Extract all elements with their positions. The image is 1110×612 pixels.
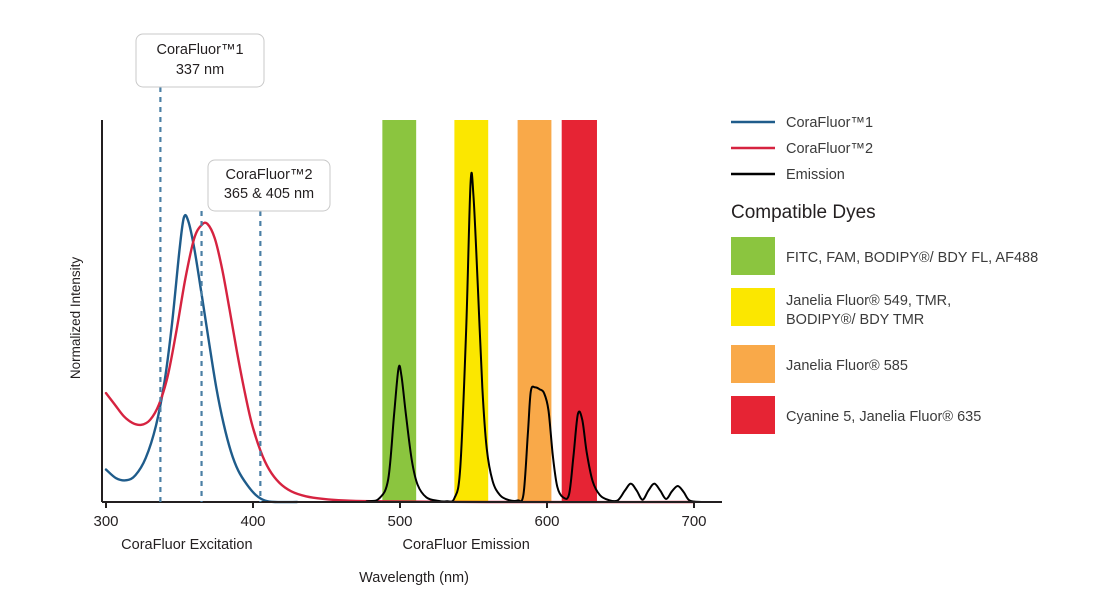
dye-swatch-0 [731, 237, 775, 275]
dye-swatch-1 [731, 288, 775, 326]
dye-swatch-2 [731, 345, 775, 383]
corafluor2-callout-line1: CoraFluor™2 [225, 167, 312, 183]
y-axis-title: Normalized Intensity [68, 257, 83, 380]
compatible-dyes-heading: Compatible Dyes [731, 202, 876, 223]
spectra-curves [104, 171, 703, 504]
x-tick-label-400: 400 [240, 513, 265, 530]
emission-filter-bands [382, 120, 597, 502]
corafluor1-callout-line2: 337 nm [176, 62, 224, 78]
dye-label-2: Janelia Fluor® 585 [786, 358, 908, 374]
compatible-dyes-panel: Compatible Dyes FITC, FAM, BODIPY®/ BDY F… [731, 202, 1038, 434]
dye-swatch-3 [731, 396, 775, 434]
x-axis-title: Wavelength (nm) [359, 570, 469, 586]
curve-corafluor2 [104, 221, 696, 504]
dye-label-0: FITC, FAM, BODIPY®/ BDY FL, AF488 [786, 250, 1038, 266]
dye-label-3: Cyanine 5, Janelia Fluor® 635 [786, 409, 981, 425]
x-tick-label-700: 700 [681, 513, 706, 530]
orange-band [517, 120, 552, 502]
corafluor1-callout-line1: CoraFluor™1 [156, 42, 243, 58]
curve-emission [105, 171, 703, 504]
legend-label-2: Emission [786, 167, 845, 183]
emission-region-label: CoraFluor Emission [402, 537, 529, 553]
dye-label-1: Janelia Fluor® 549, TMR, [786, 293, 951, 309]
curve-corafluor1 [104, 213, 299, 504]
dye-label-1-line2: BODIPY®/ BDY TMR [786, 312, 924, 328]
excitation-region-label: CoraFluor Excitation [121, 537, 252, 553]
red-band [561, 120, 597, 502]
chart-axes: 300 400 500 600 700 CoraFluor Excitation CoraF… [68, 120, 722, 586]
chart-legend: CoraFluor™1 CoraFluor™2 Emission [731, 115, 873, 183]
x-tick-label-500: 500 [387, 513, 412, 530]
corafluor2-callout-line2: 365 & 405 nm [224, 186, 314, 202]
corafluor1-callout [135, 33, 265, 88]
chart-annotations: CoraFluor™1 337 nm CoraFluor™2 365 & 405 nm [135, 33, 331, 502]
corafluor2-callout [207, 159, 331, 212]
green-band [382, 120, 417, 502]
legend-label-0: CoraFluor™1 [786, 115, 873, 131]
x-tick-label-300: 300 [93, 513, 118, 530]
x-tick-label-600: 600 [534, 513, 559, 530]
legend-label-1: CoraFluor™2 [786, 141, 873, 157]
